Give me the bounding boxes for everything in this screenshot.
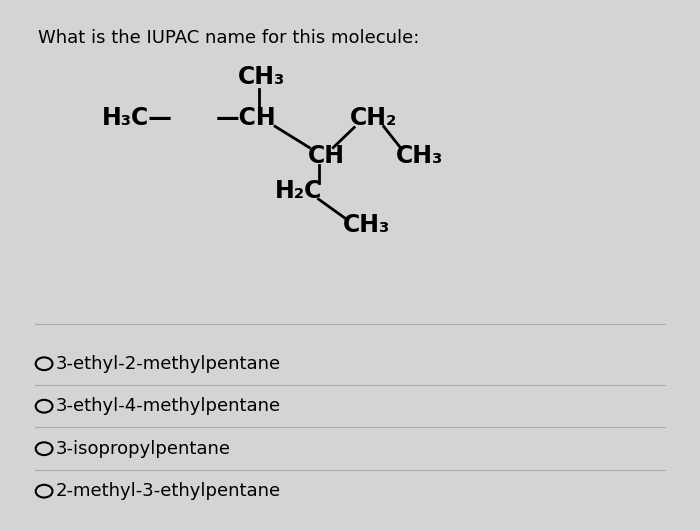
Text: H₃C—: H₃C— <box>102 106 172 130</box>
Text: CH₃: CH₃ <box>238 65 286 89</box>
Text: —CH: —CH <box>216 106 276 130</box>
Text: 3-ethyl-2-methylpentane: 3-ethyl-2-methylpentane <box>56 355 281 373</box>
Text: CH₂: CH₂ <box>350 106 398 130</box>
Text: CH₃: CH₃ <box>396 143 444 168</box>
Text: 2-methyl-3-ethylpentane: 2-methyl-3-ethylpentane <box>56 482 281 500</box>
Text: CH: CH <box>308 143 345 168</box>
Text: 3-isopropylpentane: 3-isopropylpentane <box>56 440 231 458</box>
Text: H₂C: H₂C <box>274 179 322 203</box>
Text: What is the IUPAC name for this molecule:: What is the IUPAC name for this molecule… <box>38 29 420 47</box>
Text: CH₃: CH₃ <box>343 212 391 237</box>
Text: 3-ethyl-4-methylpentane: 3-ethyl-4-methylpentane <box>56 397 281 415</box>
